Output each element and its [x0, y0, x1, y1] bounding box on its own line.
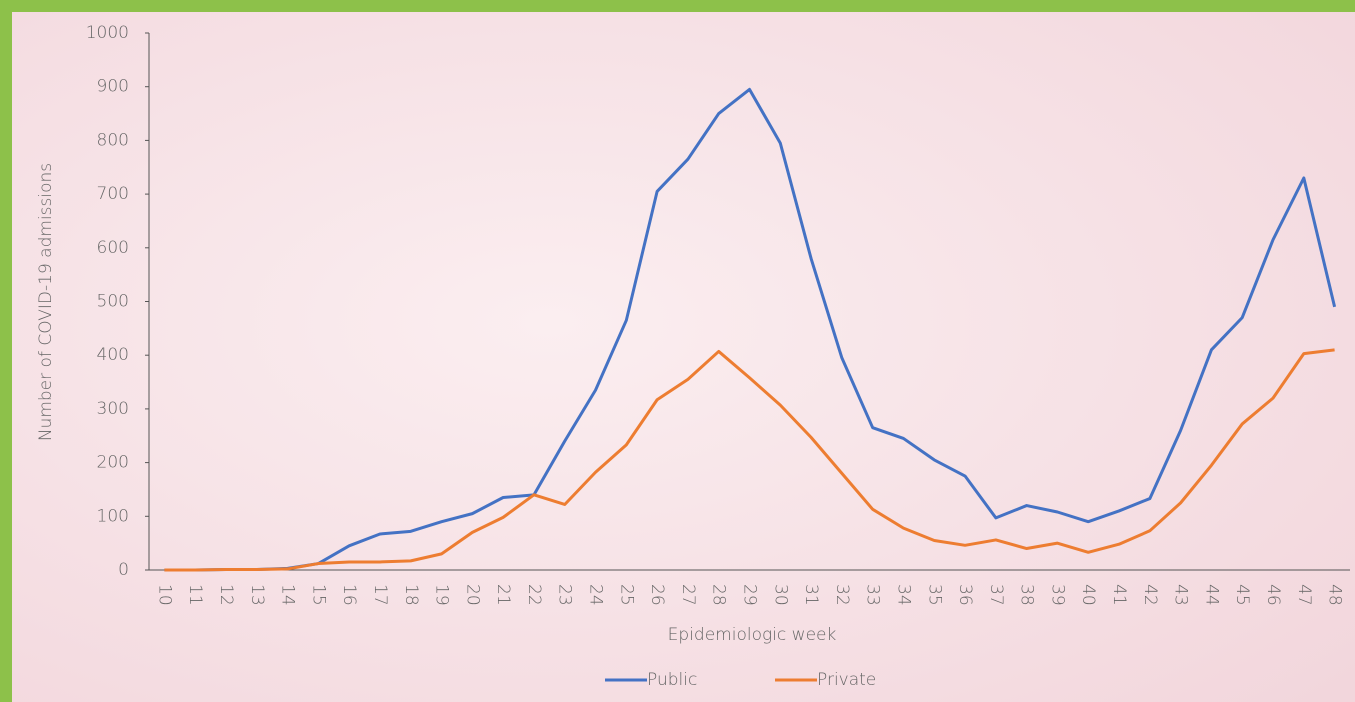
- x-tick-label: 20: [462, 584, 482, 606]
- x-tick-label: 13: [247, 584, 267, 606]
- x-tick-label: 11: [185, 584, 205, 606]
- x-tick-label: 40: [1078, 584, 1098, 606]
- x-tick-label: 23: [555, 584, 575, 606]
- y-tick-label: 800: [97, 130, 129, 150]
- x-tick-label: 44: [1201, 584, 1221, 606]
- x-tick-label: 46: [1263, 584, 1283, 606]
- x-tick-label: 48: [1325, 584, 1345, 606]
- y-tick-label: 400: [97, 345, 129, 365]
- x-tick-label: 43: [1171, 584, 1191, 606]
- x-tick-label: 37: [986, 584, 1006, 606]
- y-tick-label: 100: [97, 506, 129, 526]
- y-tick-label: 200: [97, 453, 129, 473]
- x-tick-label: 41: [1109, 584, 1129, 606]
- x-tick-label: 30: [770, 584, 790, 606]
- x-tick-label: 18: [401, 584, 421, 606]
- y-tick-label: 900: [97, 77, 129, 97]
- x-tick-label: 32: [832, 584, 852, 606]
- x-tick-label: 25: [616, 584, 636, 606]
- x-tick-label: 27: [678, 584, 698, 606]
- x-tick-label: 47: [1294, 584, 1314, 606]
- x-tick-label: 21: [493, 584, 513, 606]
- x-tick-label: 16: [339, 584, 359, 606]
- y-tick-label: 500: [97, 292, 129, 312]
- x-tick-label: 45: [1232, 584, 1252, 606]
- x-tick-label: 34: [893, 584, 913, 606]
- y-axis-title: Number of COVID-19 admissions: [36, 163, 56, 441]
- x-tick-label: 15: [308, 584, 328, 606]
- x-tick-label: 24: [586, 584, 606, 606]
- legend-label: Private: [817, 670, 876, 690]
- x-tick-label: 19: [432, 584, 452, 606]
- x-tick-label: 42: [1140, 584, 1160, 606]
- y-tick-label: 300: [97, 399, 129, 419]
- x-tick-label: 36: [955, 584, 975, 606]
- x-tick-label: 22: [524, 584, 544, 606]
- legend-label: Public: [647, 670, 697, 690]
- y-tick-label: 700: [97, 184, 129, 204]
- x-tick-label: 12: [216, 584, 236, 606]
- x-tick-label: 17: [370, 584, 390, 606]
- x-tick-label: 26: [647, 584, 667, 606]
- line-series: [164, 87, 1337, 572]
- x-tick-label: 38: [1017, 584, 1037, 606]
- y-tick-label: 600: [97, 238, 129, 258]
- x-axis-title: Epidemiologic week: [668, 625, 837, 645]
- background: [12, 12, 1355, 702]
- chart: Epidemiologic week Number of COVID-19 ad…: [12, 12, 1355, 702]
- x-tick-label: 10: [154, 584, 174, 606]
- x-tick-label: 33: [863, 584, 883, 606]
- x-tick-label: 35: [924, 584, 944, 606]
- x-tick-label: 28: [709, 584, 729, 606]
- x-tick-label: 39: [1047, 584, 1067, 606]
- x-tick-label: 29: [740, 584, 760, 606]
- line-series: [164, 348, 1335, 572]
- y-tick-label: 1000: [86, 23, 129, 43]
- y-tick-label: 0: [118, 560, 129, 580]
- x-tick-label: 14: [278, 584, 298, 606]
- x-tick-label: 31: [801, 584, 821, 606]
